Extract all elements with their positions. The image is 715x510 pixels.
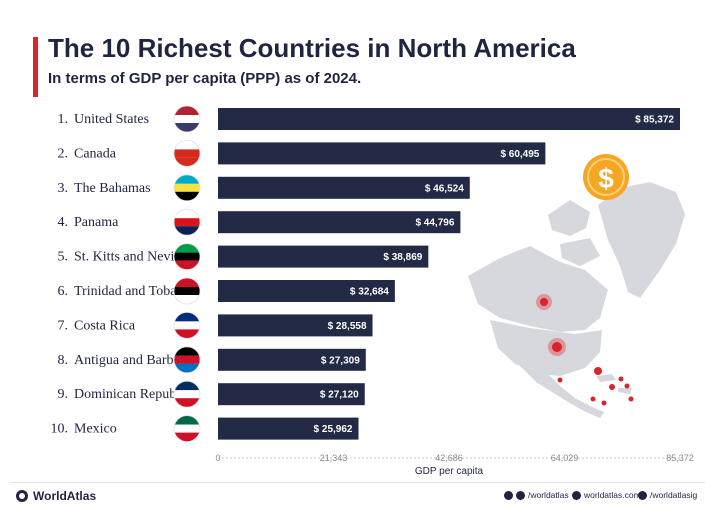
flag-icon [173, 105, 201, 133]
country-label: Antigua and Barboda [74, 353, 195, 368]
youtube-icon [504, 490, 513, 500]
rank-label: 3. [58, 181, 69, 196]
instagram-icon [638, 490, 647, 500]
bar [218, 280, 395, 302]
bar [218, 176, 470, 199]
country-label: Panama [74, 215, 119, 230]
svg-text:$: $ [598, 163, 614, 194]
flag-icon [173, 346, 201, 374]
country-label: United States [74, 112, 149, 127]
greenland-shape [598, 182, 685, 298]
map-marker [590, 396, 596, 402]
bars: 1. United States $ 85,372 2. Canada $ 60,495 3… [51, 105, 680, 443]
rank-label: 9. [58, 387, 69, 402]
map-marker [628, 396, 634, 402]
brand[interactable]: WorldAtlas [16, 489, 96, 503]
social-instagram-link[interactable]: /worldatlasig [638, 490, 697, 500]
rank-label: 4. [58, 215, 69, 230]
rank-label: 8. [58, 353, 69, 368]
flag-icon [173, 277, 201, 305]
map-marker [601, 400, 607, 406]
bar-chart: $ 0 21,343 42,686 64,029 85,372 GDP per capit… [51, 105, 694, 477]
value-label: $ 25,962 [314, 424, 353, 435]
x-tick-label: 64,029 [551, 453, 579, 463]
map-marker [552, 342, 562, 352]
country-label: Trinidad and Tobago [74, 284, 190, 299]
x-axis-title: GDP per capita [415, 466, 484, 477]
value-label: $ 27,120 [320, 390, 359, 401]
bar [218, 314, 373, 337]
flag-icon [173, 243, 201, 271]
arctic-islands-shape [548, 200, 600, 266]
rank-label: 5. [58, 250, 69, 265]
flag-icon [173, 174, 201, 202]
social-handle-1: /worldatlas [528, 490, 569, 500]
x-tick-label: 21,343 [320, 453, 348, 463]
website-link[interactable]: worldatlas.com [572, 490, 641, 500]
footer-divider [10, 482, 705, 483]
value-label: $ 27,309 [321, 355, 360, 366]
bar [218, 245, 429, 268]
map-marker [594, 367, 602, 375]
flag-icon [173, 415, 201, 443]
brand-name: WorldAtlas [33, 489, 97, 503]
value-label: $ 38,869 [383, 252, 422, 263]
country-label: Dominican Republic [74, 387, 190, 402]
map-marker [609, 384, 615, 390]
map-marker [618, 376, 624, 382]
globe-icon [572, 490, 581, 500]
country-label: St. Kitts and Nevis [74, 250, 180, 265]
flag-icon [173, 208, 201, 236]
north-america-map-illustration [468, 182, 685, 418]
title-accent-bar [33, 37, 38, 97]
chart-subtitle: In terms of GDP per capita (PPP) as of 2… [48, 70, 362, 87]
bar [218, 417, 359, 440]
bar [218, 108, 680, 130]
country-label: Costa Rica [74, 318, 136, 333]
value-label: $ 28,558 [328, 321, 367, 332]
canada-shape [468, 246, 608, 332]
worldatlas-logo-icon [16, 490, 28, 502]
country-label: Mexico [74, 422, 117, 437]
bar [218, 142, 546, 165]
flag-icon [173, 380, 201, 408]
x-tick-label: 0 [215, 453, 220, 463]
bar [218, 348, 366, 371]
bar [218, 211, 461, 234]
value-label: $ 85,372 [635, 115, 674, 126]
rank-label: 6. [58, 284, 69, 299]
usa-shape [490, 320, 602, 376]
map-marker [540, 298, 548, 306]
mexico-central-america-shape [520, 366, 604, 418]
map-marker [624, 383, 630, 389]
social-handle-3: /worldatlasig [650, 490, 698, 500]
rank-label: 10. [51, 422, 69, 437]
value-label: $ 32,684 [350, 287, 389, 298]
x-axis: 0 21,343 42,686 64,029 85,372 GDP per capita [215, 453, 693, 477]
x-tick-label: 42,686 [435, 453, 463, 463]
dollar-coin-icon: $ [583, 154, 629, 200]
country-label: Canada [74, 146, 117, 161]
flag-icon [173, 311, 201, 339]
country-label: The Bahamas [74, 181, 151, 196]
bar [218, 383, 365, 406]
caribbean-islands-shape [596, 374, 632, 394]
website-url: worldatlas.com [584, 490, 641, 500]
map-markers [536, 294, 634, 406]
rank-label: 7. [58, 318, 69, 333]
facebook-icon [516, 490, 525, 500]
x-tick-label: 85,372 [666, 453, 694, 463]
value-label: $ 60,495 [500, 149, 539, 160]
rank-label: 1. [58, 112, 69, 127]
chart-title: The 10 Richest Countries in North Americ… [48, 33, 576, 63]
rank-label: 2. [58, 146, 69, 161]
flag-icon [173, 139, 201, 167]
social-facebook-link[interactable]: /worldatlas [504, 490, 569, 500]
map-marker [557, 377, 563, 383]
value-label: $ 44,796 [415, 218, 454, 229]
value-label: $ 46,524 [425, 183, 464, 194]
